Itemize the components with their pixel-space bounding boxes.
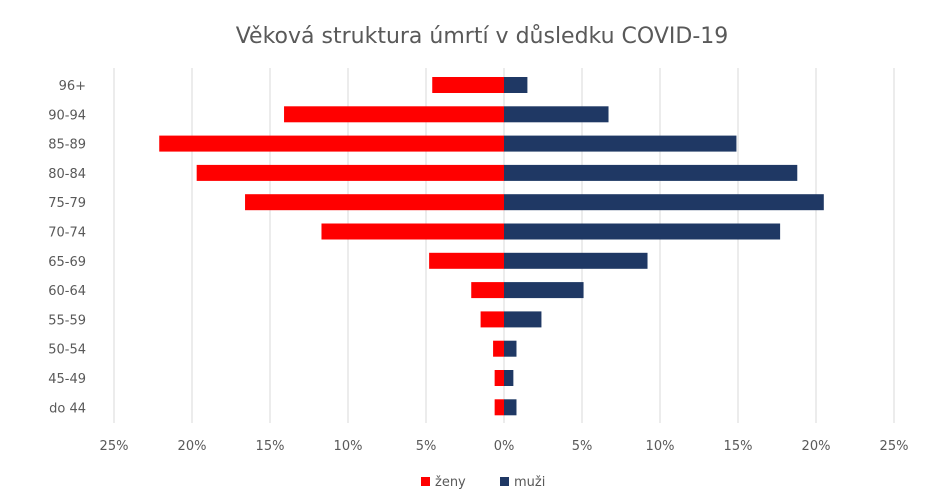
x-tick-label: 5%	[416, 439, 437, 454]
bar-muzi-3	[504, 164, 798, 181]
bar-zeny-9	[493, 340, 504, 357]
x-tick-label: 5%	[572, 439, 593, 454]
bar-zeny-6	[429, 252, 504, 269]
bar-muzi-10	[504, 370, 514, 386]
bar-muzi-0	[504, 77, 528, 93]
category-labels: 96+ 90-94 85-89 80-84 75-79 70-74 65-69 60-64 55…	[48, 79, 86, 416]
bar-zeny-10	[494, 370, 504, 386]
category-label: 55-59	[48, 313, 86, 328]
bar-muzi-6	[504, 252, 648, 269]
bar-muzi-7	[504, 282, 584, 299]
bar-zeny-3	[196, 164, 504, 181]
x-tick-label: 25%	[100, 439, 129, 454]
x-tick-label: 10%	[646, 439, 675, 454]
bar-zeny-4	[245, 194, 505, 211]
gridlines	[113, 68, 895, 423]
bar-zeny-11	[494, 399, 504, 416]
x-tick-label: 0%	[494, 439, 515, 454]
bar-zeny-5	[321, 223, 504, 240]
legend-swatch	[421, 477, 430, 486]
category-label: 80-84	[48, 167, 86, 182]
bar-zeny-2	[159, 135, 505, 152]
bar-zeny-7	[471, 282, 504, 299]
bar-muzi-11	[504, 399, 517, 416]
chart-title: Věková struktura úmrtí v důsledku COVID-…	[236, 24, 729, 49]
bar-muzi-2	[504, 135, 737, 152]
x-tick-label: 20%	[802, 439, 831, 454]
x-tick-label: 20%	[178, 439, 207, 454]
category-label: 96+	[59, 79, 86, 94]
category-label: do 44	[49, 401, 86, 416]
category-label: 65-69	[48, 255, 86, 270]
bar-zeny-8	[480, 311, 504, 328]
legend-swatch	[500, 477, 509, 486]
category-label: 45-49	[48, 372, 86, 387]
x-tick-labels: 25% 20% 15% 10% 5% 0% 5% 10% 15% 20% 25%	[100, 439, 909, 454]
bar-muzi-5	[504, 223, 781, 240]
category-label: 75-79	[48, 196, 86, 211]
bar-muzi-1	[504, 106, 609, 123]
legend: ženy muži	[421, 475, 545, 490]
bar-muzi-9	[504, 340, 517, 357]
legend-label: muži	[514, 475, 545, 490]
x-tick-label: 15%	[256, 439, 285, 454]
category-label: 60-64	[48, 284, 86, 299]
bar-zeny-1	[284, 106, 504, 123]
legend-label: ženy	[435, 475, 466, 490]
category-label: 85-89	[48, 138, 86, 153]
x-tick-label: 10%	[334, 439, 363, 454]
x-tick-label: 15%	[724, 439, 753, 454]
bars	[159, 77, 824, 416]
category-label: 90-94	[48, 108, 86, 123]
category-label: 50-54	[48, 343, 86, 358]
bar-muzi-8	[504, 311, 542, 328]
bar-muzi-4	[504, 194, 824, 211]
bar-zeny-0	[432, 77, 504, 93]
category-label: 70-74	[48, 226, 86, 241]
x-tick-label: 25%	[880, 439, 909, 454]
